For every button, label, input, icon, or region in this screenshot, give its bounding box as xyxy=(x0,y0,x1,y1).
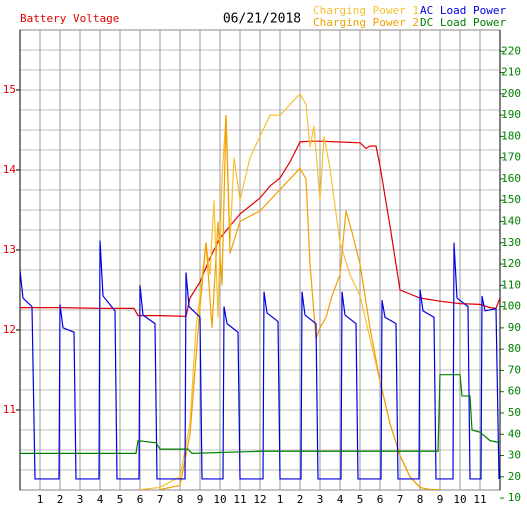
legend-label: Charging Power 1 xyxy=(313,4,419,17)
x-tick-label: 3 xyxy=(317,493,324,506)
y2-tick-label: 190 xyxy=(501,108,521,121)
y-tick-label: 13 xyxy=(3,243,16,256)
series-line xyxy=(20,374,500,455)
legend-label: Charging Power 2 xyxy=(313,16,419,29)
x-tick-label: 10 xyxy=(453,493,466,506)
x-tick-label: 4 xyxy=(97,493,104,506)
x-tick-label: 7 xyxy=(157,493,164,506)
y2-tick-label: 30 xyxy=(508,449,521,462)
x-tick-label: 7 xyxy=(397,493,404,506)
x-tick-label: 9 xyxy=(437,493,444,506)
x-tick-label: 12 xyxy=(253,493,266,506)
y2-tick-label: 50 xyxy=(508,406,521,419)
y2-tick-label: 130 xyxy=(501,236,521,249)
y-tick-label: 11 xyxy=(3,403,16,416)
x-tick-label: 5 xyxy=(357,493,364,506)
legend-label: AC Load Power xyxy=(420,4,506,17)
y2-tick-label: 90 xyxy=(508,321,521,334)
y2-tick-label: 150 xyxy=(501,193,521,206)
y-tick-label: 14 xyxy=(3,163,17,176)
y2-tick-label: 20 xyxy=(508,470,521,483)
series-line xyxy=(20,240,500,480)
chart-title: 06/21/2018 xyxy=(223,12,301,27)
x-tick-label: 1 xyxy=(277,493,284,506)
y2-tick-label: 70 xyxy=(508,363,521,376)
y2-tick-label: 60 xyxy=(508,385,521,398)
y2-tick-label: 210 xyxy=(501,66,521,79)
x-tick-label: 3 xyxy=(77,493,84,506)
x-tick-label: 2 xyxy=(297,493,304,506)
y2-tick-label: 170 xyxy=(501,151,521,164)
x-tick-label: 8 xyxy=(177,493,184,506)
x-tick-label: 8 xyxy=(417,493,424,506)
x-tick-label: 2 xyxy=(57,493,64,506)
x-tick-label: 6 xyxy=(137,493,144,506)
y2-tick-label: 160 xyxy=(501,172,521,185)
x-tick-label: 4 xyxy=(337,493,344,506)
y2-tick-label: 40 xyxy=(508,427,521,440)
x-tick-label: 1 xyxy=(37,493,44,506)
y2-tick-label: 110 xyxy=(501,278,521,291)
y2-tick-label: 80 xyxy=(508,342,521,355)
x-tick-label: 5 xyxy=(117,493,124,506)
y2-tick-label: 140 xyxy=(501,214,521,227)
y2-tick-label: 120 xyxy=(501,257,521,270)
x-tick-label: 9 xyxy=(197,493,204,506)
y2-tick-label: 200 xyxy=(501,87,521,100)
y2-tick-label: 100 xyxy=(501,300,521,313)
legend-label: DC Load Power xyxy=(420,16,506,29)
y2-tick-label: 220 xyxy=(501,44,521,57)
y-tick-label: 15 xyxy=(3,83,16,96)
series-group xyxy=(20,92,500,490)
legend-label: Battery Voltage xyxy=(20,12,119,25)
x-tick-label: 6 xyxy=(377,493,384,506)
y2-tick-label: 10 xyxy=(508,491,521,504)
y-tick-label: 12 xyxy=(3,323,16,336)
x-tick-label: 11 xyxy=(473,493,486,506)
x-tick-label: 10 xyxy=(213,493,226,506)
series-line xyxy=(159,115,440,490)
y2-tick-label: 180 xyxy=(501,129,521,142)
x-tick-label: 11 xyxy=(233,493,246,506)
